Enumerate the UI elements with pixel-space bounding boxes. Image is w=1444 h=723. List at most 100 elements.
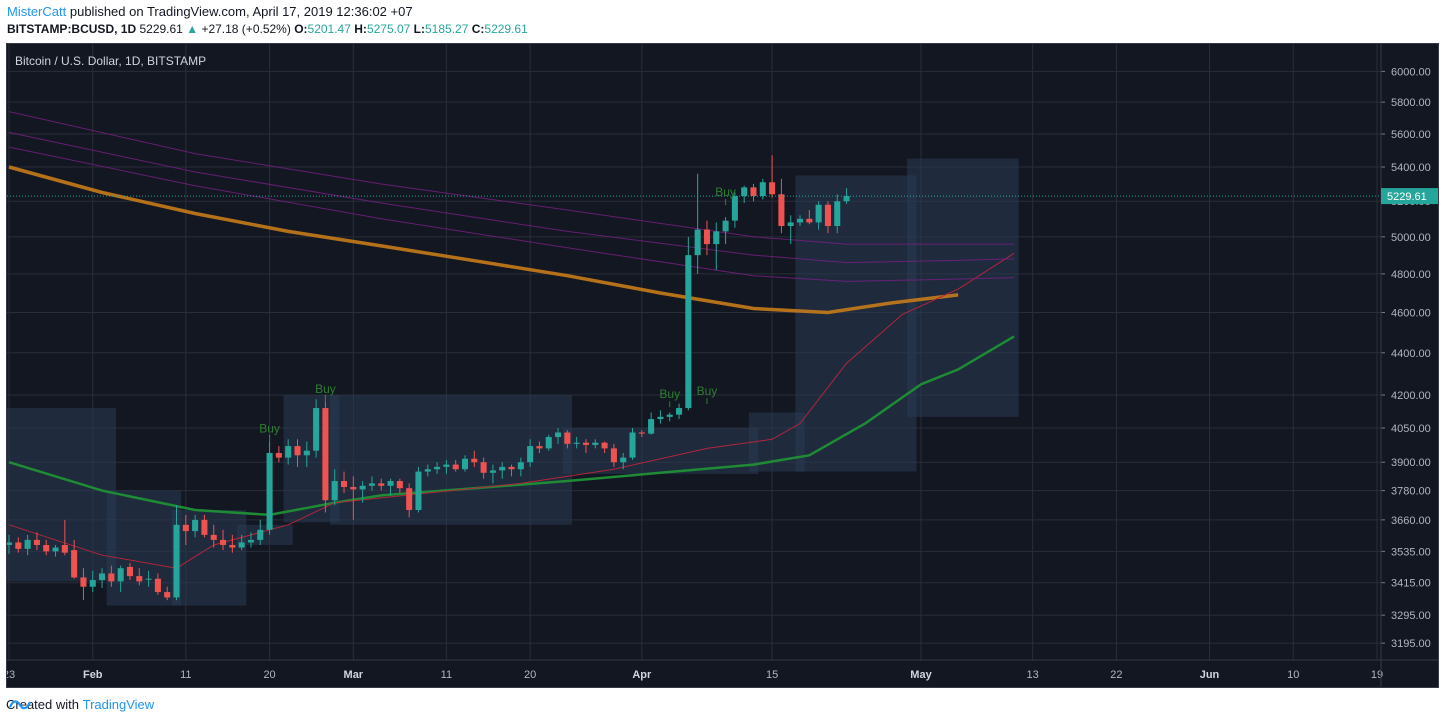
- buy-signal-label: Buy: [697, 384, 718, 398]
- last-price-tag: [1381, 188, 1438, 205]
- candle-down: [322, 408, 329, 501]
- y-tick-label: 5600.00: [1391, 129, 1431, 141]
- candle-down: [80, 577, 87, 587]
- candle-down: [536, 446, 543, 449]
- x-tick-label: May: [910, 669, 932, 681]
- candle-up: [731, 196, 738, 221]
- x-tick-label: 20: [263, 669, 275, 681]
- open-value: 5201.47: [307, 22, 351, 36]
- candle-up: [24, 539, 31, 549]
- candle-up: [192, 519, 199, 532]
- candle-up: [99, 573, 106, 581]
- candle-up: [741, 187, 748, 197]
- candle-down: [471, 458, 478, 463]
- candle-up: [117, 568, 124, 582]
- candle-up: [527, 446, 534, 463]
- candle-up: [89, 580, 96, 587]
- candle-up: [545, 436, 552, 449]
- symbol-label: BITSTAMP:BCUSD: [7, 22, 115, 36]
- candle-up: [555, 432, 562, 437]
- candle-down: [508, 466, 515, 470]
- cloud-band: [907, 158, 1019, 417]
- tradingview-link[interactable]: TradingView: [82, 697, 155, 712]
- candle-up: [620, 457, 627, 463]
- interval-label: 1D: [120, 22, 137, 36]
- candle-down: [769, 182, 776, 195]
- y-tick-label: 4600.00: [1391, 307, 1431, 319]
- candle-down: [220, 539, 227, 545]
- x-tick-label: Apr: [632, 669, 652, 681]
- candle-down: [638, 432, 645, 434]
- series-line-band-1: [8, 111, 1015, 245]
- series-line-band-2: [8, 131, 1015, 264]
- candle-up: [285, 446, 292, 458]
- y-tick-label: 5000.00: [1391, 232, 1431, 244]
- candle-up: [787, 222, 794, 226]
- x-tick-label: 10: [1287, 669, 1299, 681]
- cloud-band: [795, 175, 917, 472]
- candle-down: [33, 539, 40, 545]
- candle-up: [434, 466, 441, 470]
- author-link[interactable]: MisterCatt: [7, 4, 67, 19]
- chart-panel[interactable]: 6000.005800.005600.005400.005200.005000.…: [6, 43, 1439, 688]
- candle-up: [415, 471, 422, 510]
- tradingview-logo-icon: [9, 700, 31, 710]
- high-label: H:: [354, 22, 367, 36]
- x-tick-label: Jun: [1200, 669, 1220, 681]
- cloud-band: [106, 490, 182, 606]
- candle-down: [610, 448, 617, 463]
- candle-up: [7, 542, 13, 545]
- candle-down: [564, 432, 571, 444]
- buy-signal-label: Buy: [715, 185, 736, 199]
- candle-down: [136, 576, 143, 582]
- candle-up: [676, 408, 683, 415]
- cloud-band: [330, 394, 573, 525]
- candle-up: [368, 483, 375, 486]
- y-tick-label: 3535.00: [1391, 546, 1431, 558]
- candle-up: [657, 416, 664, 420]
- y-tick-label: 3780.00: [1391, 486, 1431, 498]
- candle-down: [71, 550, 78, 578]
- candle-down: [452, 464, 459, 470]
- candle-up: [592, 442, 599, 445]
- x-tick-label: 22: [1110, 669, 1122, 681]
- candle-up: [685, 255, 692, 409]
- candle-down: [201, 519, 208, 535]
- candle-up: [713, 231, 720, 245]
- candle-down: [15, 542, 22, 549]
- last-price-label: 5229.61: [1387, 191, 1427, 203]
- candle-down: [582, 442, 590, 445]
- candle-down: [182, 524, 189, 532]
- candle-down: [750, 187, 757, 197]
- candle-up: [313, 408, 320, 451]
- candle-up: [666, 414, 673, 417]
- series-line-band-3: [8, 146, 1015, 282]
- publish-header: MisterCatt published on TradingView.com,…: [7, 4, 413, 19]
- candle-up: [648, 419, 655, 434]
- candle-down: [126, 566, 134, 577]
- candle-up: [815, 204, 822, 223]
- published-text: published on TradingView.com, April 17, …: [69, 4, 413, 19]
- cloud-band: [171, 509, 247, 606]
- candle-up: [238, 542, 245, 548]
- candle-down: [294, 446, 301, 456]
- candle-down: [480, 462, 487, 473]
- low-label: L:: [413, 22, 425, 36]
- candle-up: [303, 450, 310, 456]
- low-value: 5185.27: [425, 22, 469, 36]
- candle-down: [154, 578, 161, 593]
- buy-signal-label: Buy: [659, 387, 680, 401]
- y-tick-label: 6000.00: [1391, 66, 1431, 78]
- candle-down: [164, 592, 171, 598]
- chart-title: Bitcoin / U.S. Dollar, 1D, BITSTAMP: [15, 54, 206, 68]
- candle-up: [173, 524, 180, 598]
- cloud-band: [7, 408, 117, 582]
- candle-up: [257, 529, 264, 540]
- series-line-ma-20: [8, 252, 1015, 569]
- candle-down: [378, 483, 385, 486]
- candle-up: [424, 469, 431, 472]
- cloud-band: [237, 524, 293, 545]
- price-chart[interactable]: 6000.005800.005600.005400.005200.005000.…: [7, 44, 1438, 687]
- candle-up: [759, 182, 766, 197]
- ohlc-header: BITSTAMP:BCUSD, 1D 5229.61 ▲ +27.18 (+0.…: [7, 22, 528, 36]
